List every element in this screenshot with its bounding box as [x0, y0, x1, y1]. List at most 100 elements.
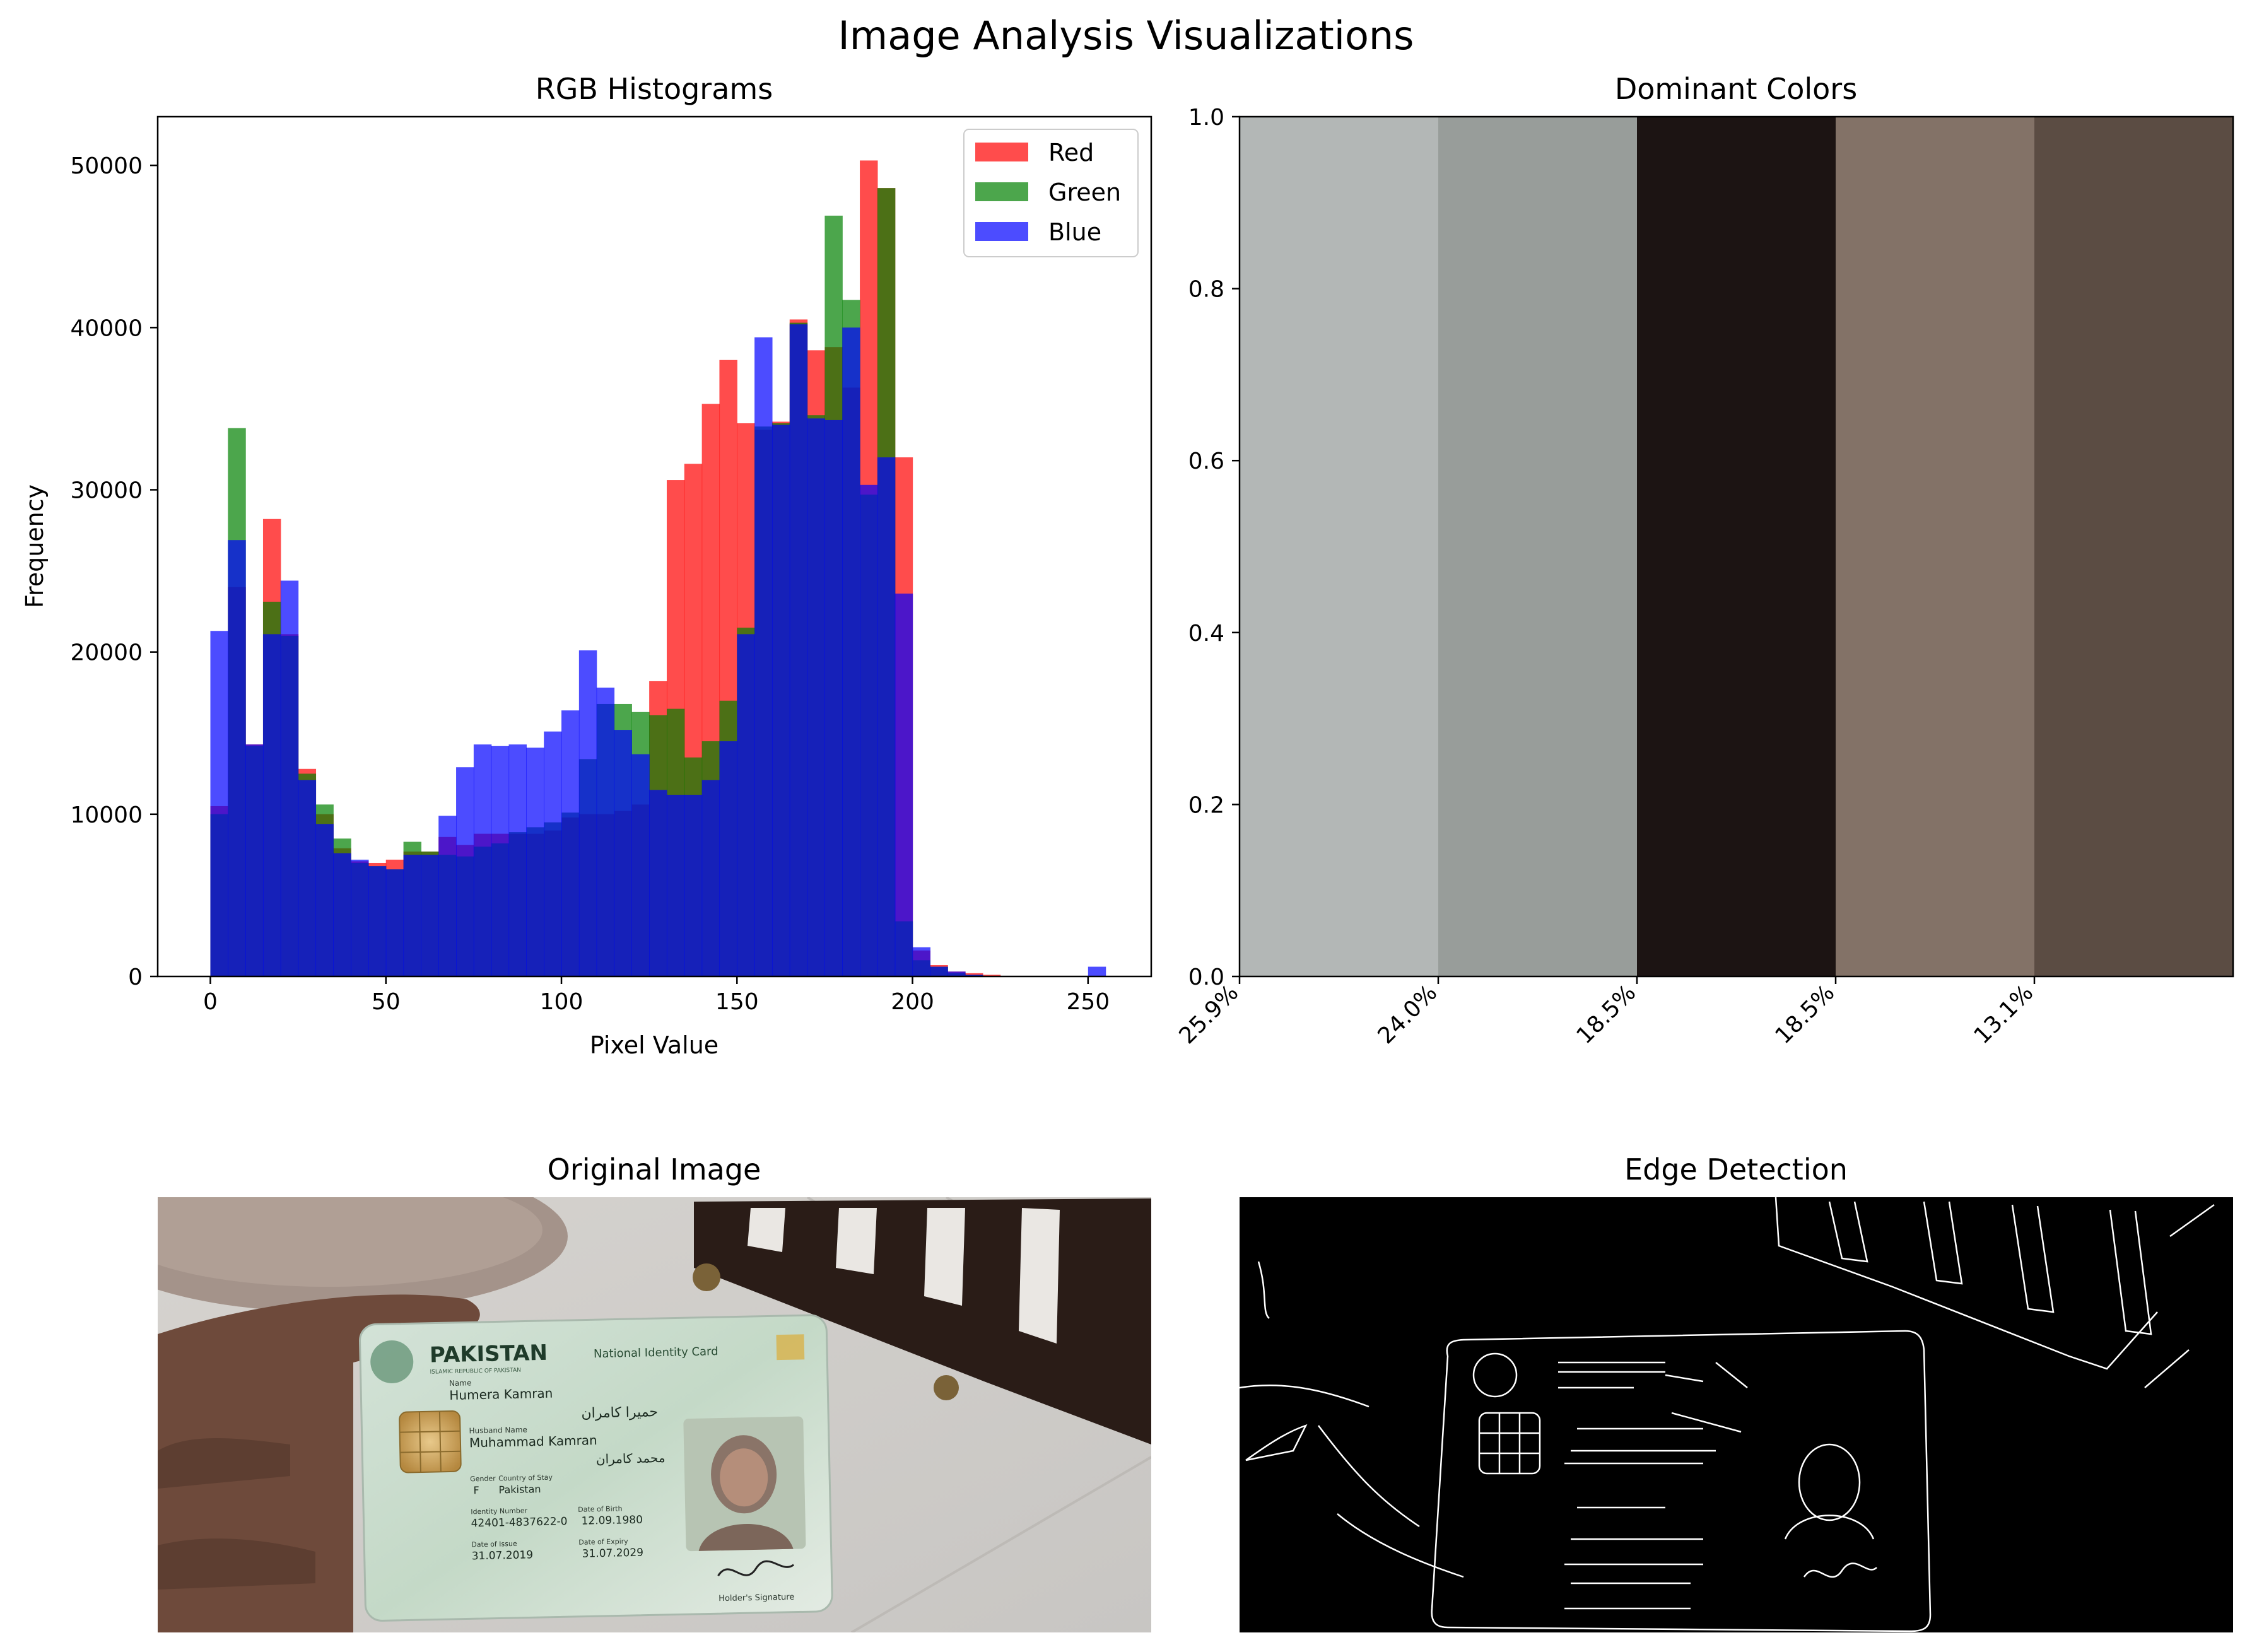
- histogram-bar-blue: [684, 794, 703, 976]
- card-id-label: Identity Number: [471, 1506, 528, 1516]
- dominant-color-bar: [1836, 117, 2035, 976]
- dominant-colors-x-tick-label: 18.5%: [1770, 980, 1839, 1049]
- dominant-colors-x-ticks: 25.9% 24.0% 18.5% 18.5% 13.1%: [1174, 976, 2038, 1049]
- histogram-bar-blue: [930, 966, 948, 976]
- histogram-title: RGB Histograms: [536, 72, 773, 106]
- histogram-bar-blue: [894, 594, 913, 976]
- histogram-bar-blue: [456, 767, 474, 976]
- histogram-bar-blue: [385, 869, 404, 976]
- histogram-x-tick-label: 200: [891, 989, 934, 1015]
- histogram-bar-blue: [526, 747, 544, 976]
- histogram-bar-blue: [631, 754, 650, 976]
- histogram-y-tick-label: 20000: [70, 640, 143, 666]
- histogram-x-tick-label: 150: [715, 989, 759, 1015]
- dominant-colors-y-tick-label: 0.8: [1188, 277, 1224, 303]
- dominant-color-bar: [2034, 117, 2234, 976]
- card-expiry-label: Date of Expiry: [578, 1537, 628, 1547]
- id-card: PAKISTAN National Identity Card ISLAMIC …: [359, 1314, 833, 1622]
- card-expiry: 31.07.2029: [582, 1547, 643, 1561]
- histogram-y-tick-label: 50000: [70, 153, 143, 179]
- histogram-x-ticks: 0 50 100 150 200 250: [203, 976, 1110, 1015]
- card-gender: F: [473, 1484, 479, 1496]
- legend-label-green: Green: [1048, 179, 1121, 206]
- histogram-bar-blue: [508, 744, 527, 976]
- card-doc-type: National Identity Card: [594, 1345, 718, 1361]
- histogram-bar-blue: [719, 741, 737, 976]
- histogram-xlabel: Pixel Value: [590, 1031, 718, 1059]
- histogram-bars: [210, 160, 1106, 977]
- card-country: PAKISTAN: [430, 1340, 548, 1368]
- card-signature-label: Holder's Signature: [718, 1593, 794, 1604]
- card-name: Humera Kamran: [449, 1386, 553, 1403]
- card-dob: 12.09.1980: [581, 1514, 643, 1528]
- legend-label-red: Red: [1048, 139, 1094, 167]
- histogram-bar-blue: [860, 484, 878, 976]
- dominant-colors-panel: Dominant Colors 0.00.20.40.60.81.0 25.9%…: [1174, 72, 2234, 1049]
- card-country-stay-label: Country of Stay: [498, 1473, 553, 1483]
- edge-detection-panel: Edge Detection: [1240, 1152, 2233, 1632]
- histogram-y-tick-label: 40000: [70, 315, 143, 341]
- histogram-bar-blue: [701, 780, 720, 976]
- histogram-bar-blue: [245, 744, 264, 976]
- legend-swatch-blue: [975, 222, 1028, 241]
- card-issue-label: Date of Issue: [471, 1540, 517, 1549]
- hologram-icon: [776, 1334, 805, 1361]
- card-id: 42401-4837622-0: [471, 1515, 567, 1530]
- dominant-color-bar: [1637, 117, 1836, 976]
- edge-image: [1240, 1197, 2233, 1632]
- histogram-y-tick-label: 10000: [70, 802, 143, 828]
- histogram-bar-blue: [614, 730, 632, 976]
- dominant-colors-bars: [1240, 117, 2234, 976]
- histogram-bar-blue: [333, 853, 351, 976]
- histogram-bar-blue: [965, 975, 983, 976]
- histogram-axes-frame: [156, 115, 1152, 978]
- legend-swatch-green: [975, 182, 1028, 201]
- histogram-x-tick-label: 50: [372, 989, 401, 1015]
- card-gender-label: Gender: [470, 1475, 496, 1484]
- histogram-bar-blue: [315, 824, 334, 976]
- histogram-series-blue: [210, 324, 1106, 976]
- figure-suptitle: Image Analysis Visualizations: [838, 13, 1414, 59]
- histogram-ylabel: Frequency: [21, 484, 49, 608]
- card-name-label: Name: [449, 1378, 472, 1388]
- original-image-title: Original Image: [548, 1152, 761, 1186]
- emblem-icon: [370, 1340, 414, 1383]
- dominant-colors-y-tick-label: 0.4: [1188, 621, 1224, 647]
- histogram-x-tick-label: 0: [203, 989, 218, 1015]
- histogram-bar-blue: [947, 971, 966, 976]
- histogram-bar-blue: [228, 540, 246, 976]
- histogram-bar-blue: [807, 418, 826, 976]
- histogram-legend: Red Green Blue: [963, 129, 1139, 257]
- card-country-stay: Pakistan: [498, 1483, 541, 1496]
- histogram-bar-blue: [421, 855, 439, 976]
- legend-swatch-red: [975, 143, 1028, 161]
- histogram-bar-blue: [298, 780, 317, 976]
- histogram-bar-blue: [473, 744, 492, 976]
- histogram-bar-blue: [210, 631, 228, 976]
- histogram-bar-red: [982, 975, 1001, 976]
- histogram-x-tick-label: 250: [1066, 989, 1110, 1015]
- original-photo: PAKISTAN National Identity Card ISLAMIC …: [158, 1197, 1151, 1632]
- card-husband: Muhammad Kamran: [469, 1432, 597, 1450]
- histogram-bar-blue: [754, 337, 773, 976]
- histogram-panel: RGB Histograms 0 50 100 150 200 250 0 10000 200…: [21, 72, 1152, 1059]
- histogram-bar-blue: [649, 790, 667, 976]
- histogram-bar-blue: [544, 731, 562, 976]
- dominant-color-bar: [1240, 117, 1439, 976]
- card-dob-label: Date of Birth: [578, 1504, 623, 1513]
- histogram-bar-blue: [842, 327, 860, 976]
- card-husband-label: Husband Name: [469, 1425, 527, 1435]
- histogram-bar-red: [965, 973, 983, 976]
- dominant-color-bar: [1438, 117, 1638, 976]
- dominant-colors-y-tick-label: 0.6: [1188, 448, 1224, 474]
- histogram-bar-blue: [561, 710, 580, 976]
- histogram-bar-blue: [824, 419, 843, 976]
- signature-mark: [717, 1560, 795, 1577]
- histogram-bar-blue: [262, 634, 281, 976]
- dominant-colors-x-tick-label: 18.5%: [1571, 980, 1641, 1049]
- chip-icon: [399, 1410, 462, 1473]
- histogram-y-tick-label: 30000: [70, 477, 143, 503]
- histogram-y-tick-label: 0: [128, 964, 143, 990]
- card-name-urdu: حمیرا کامران: [581, 1404, 658, 1422]
- histogram-bar-blue: [666, 794, 685, 976]
